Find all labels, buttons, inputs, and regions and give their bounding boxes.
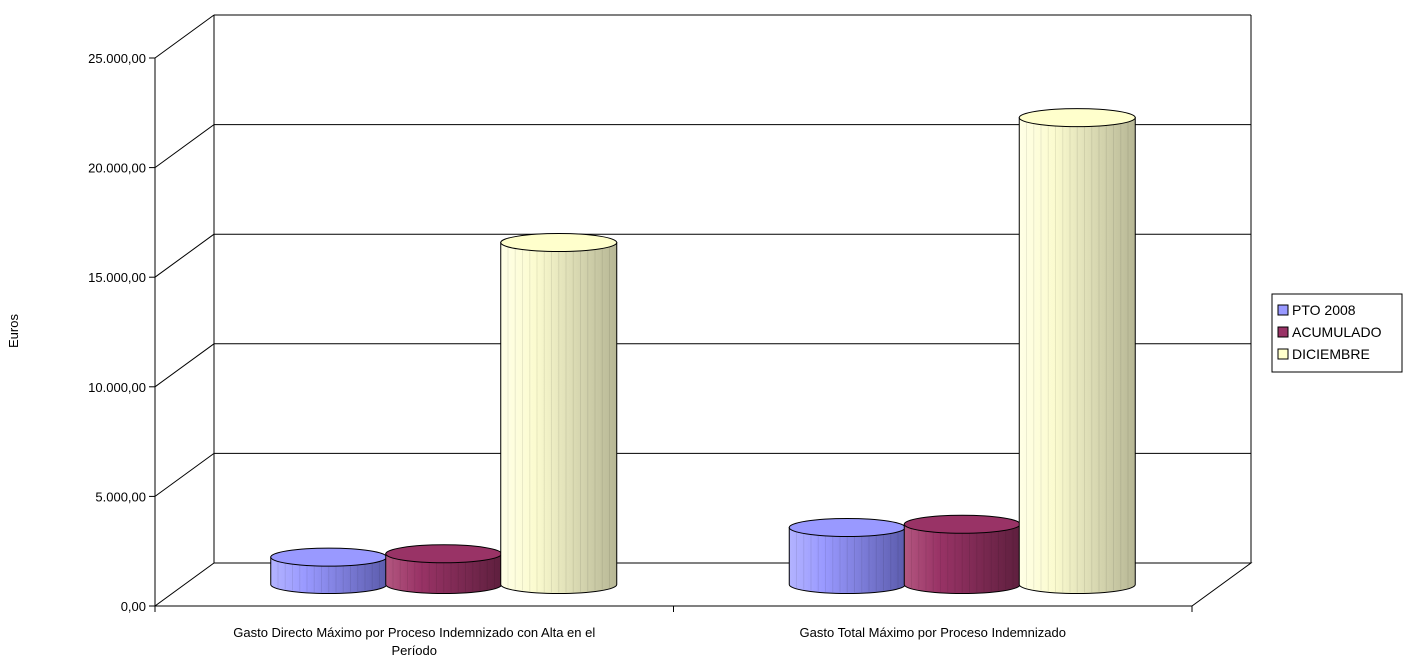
y-axis-title: Euros xyxy=(6,314,21,348)
bar xyxy=(903,514,1021,594)
legend: PTO 2008 ACUMULADO DICIEMBRE xyxy=(1271,293,1403,373)
bar-body xyxy=(500,242,618,594)
x-category-label: Gasto Directo Máximo por Proceso Indemni… xyxy=(233,625,595,658)
bar xyxy=(1018,108,1136,594)
bar-top xyxy=(270,547,388,567)
bar-body xyxy=(270,556,388,594)
legend-swatch xyxy=(1277,326,1289,338)
legend-label: ACUMULADO xyxy=(1292,324,1382,340)
bar-body xyxy=(385,553,503,594)
y-tick-label: 0,00 xyxy=(121,599,146,614)
bar xyxy=(788,518,906,594)
bar xyxy=(385,544,503,594)
bar-top xyxy=(500,233,618,253)
y-tick-label: 5.000,00 xyxy=(95,489,146,504)
bar-body xyxy=(788,527,906,594)
x-category-label: Gasto Total Máximo por Proceso Indemniza… xyxy=(800,625,1066,640)
legend-swatch xyxy=(1277,304,1289,316)
bar-body xyxy=(1018,117,1136,594)
bar-top xyxy=(788,518,906,538)
bar-top xyxy=(385,544,503,564)
y-tick-label: 15.000,00 xyxy=(88,270,146,285)
y-tick-label: 20.000,00 xyxy=(88,161,146,176)
bar xyxy=(500,233,618,594)
bars xyxy=(270,108,1136,594)
gridline-side xyxy=(154,14,215,59)
gridline-side xyxy=(154,124,215,169)
bar xyxy=(270,547,388,594)
gridline-side xyxy=(154,233,215,278)
bar-top xyxy=(1018,108,1136,128)
legend-swatch xyxy=(1277,348,1289,360)
y-tick-label: 10.000,00 xyxy=(88,380,146,395)
y-axis: 0,00 5.000,00 10.000,00 15.000,00 20.000,00 2… xyxy=(88,51,155,614)
bar-body xyxy=(903,523,1021,594)
legend-label: PTO 2008 xyxy=(1292,302,1356,318)
legend-box xyxy=(1271,293,1403,373)
bar-top xyxy=(903,514,1021,534)
gridline-side xyxy=(154,343,215,388)
x-axis: Gasto Directo Máximo por Proceso Indemni… xyxy=(154,606,1193,658)
legend-label: DICIEMBRE xyxy=(1292,346,1370,362)
gridline-side xyxy=(154,452,215,497)
y-tick-label: 25.000,00 xyxy=(88,51,146,66)
